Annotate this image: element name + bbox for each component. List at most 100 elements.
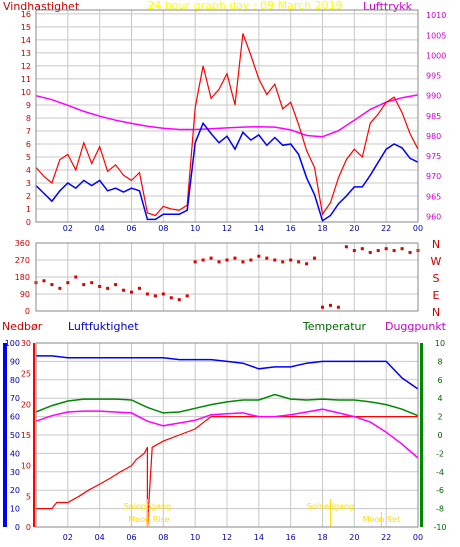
direction-point — [137, 286, 141, 290]
wind-gust-line — [35, 33, 419, 217]
x-tick: 02 — [63, 533, 73, 542]
temperature-y-tick: -10 — [433, 523, 446, 532]
humidity-y-tick: 20 — [10, 486, 20, 495]
direction-point — [313, 256, 317, 260]
direction-y-tick: 0 — [25, 307, 30, 316]
rain-accumulation-line — [36, 416, 418, 528]
direction-point — [249, 258, 253, 262]
pressure-y-tick: 975 — [426, 152, 441, 161]
direction-y-tick: 270 — [15, 256, 30, 265]
x-tick: 00 — [413, 533, 423, 542]
x-tick: 12 — [222, 224, 232, 233]
temperature-y-tick: 10 — [435, 339, 445, 348]
direction-point — [114, 283, 118, 287]
sun-moon-annotation: Moon Rise — [128, 515, 169, 524]
x-tick: 22 — [381, 533, 391, 542]
dewpoint-label: Duggpunkt — [385, 320, 447, 333]
x-tick: 20 — [349, 224, 359, 233]
direction-y-tick: 90 — [20, 290, 30, 299]
pressure-y-tick: 970 — [426, 172, 441, 181]
direction-point — [185, 294, 189, 298]
wind-y-tick: 7 — [26, 127, 31, 136]
wind-y-tick: 4 — [26, 166, 31, 175]
wind-y-tick: 5 — [26, 153, 31, 162]
direction-point — [257, 254, 261, 258]
wind-y-tick: 3 — [26, 179, 31, 188]
direction-point — [98, 284, 102, 288]
rain-y-tick: 10 — [21, 462, 31, 471]
compass-label: W — [431, 255, 442, 268]
direction-point — [66, 281, 70, 285]
x-tick: 12 — [222, 533, 232, 542]
direction-y-tick: 360 — [15, 239, 30, 248]
direction-point — [193, 260, 197, 264]
temperature-y-tick: -6 — [436, 486, 444, 495]
humidity-y-tick: 40 — [10, 449, 20, 458]
rain-y-tick: 15 — [21, 431, 31, 440]
wind-y-tick: 2 — [26, 192, 31, 201]
rain-y-tick: 25 — [21, 370, 31, 379]
humidity-y-tick: 50 — [10, 431, 20, 440]
direction-point — [74, 275, 78, 279]
temperature-y-tick: 8 — [437, 357, 442, 366]
x-tick: 22 — [381, 224, 391, 233]
rain-panel-frame — [35, 342, 419, 528]
direction-point — [177, 298, 181, 302]
rain-y-tick: 5 — [26, 492, 31, 501]
humidity-y-tick: 80 — [10, 376, 20, 385]
wind-average-line — [35, 121, 419, 222]
wind-y-tick: 16 — [21, 10, 31, 19]
temperature-y-tick: 4 — [437, 394, 442, 403]
x-tick: 16 — [286, 224, 296, 233]
x-tick: 20 — [349, 533, 359, 542]
wind-panel-frame — [35, 9, 419, 223]
compass-label: N — [432, 238, 440, 251]
temperature-label: Temperatur — [302, 320, 367, 333]
pressure-y-tick: 990 — [426, 92, 441, 101]
x-tick: 02 — [63, 224, 73, 233]
temperature-line — [35, 393, 419, 417]
wind-y-tick: 14 — [21, 36, 31, 45]
x-tick: 08 — [158, 224, 168, 233]
wind-y-tick: 0 — [26, 218, 31, 227]
direction-point — [289, 258, 293, 262]
direction-point — [50, 283, 54, 287]
x-tick: 14 — [254, 533, 264, 542]
direction-point — [217, 260, 221, 264]
wind-y-tick: 12 — [21, 62, 31, 71]
rain-label: Nedbør — [2, 320, 43, 333]
wind-y-tick: 15 — [21, 23, 31, 32]
wind-y-tick: 9 — [26, 101, 31, 110]
temperature-y-tick: 6 — [437, 376, 442, 385]
pressure-y-tick: 1000 — [426, 51, 446, 60]
humidity-axis-bar — [3, 343, 7, 527]
direction-point — [58, 286, 62, 290]
direction-point — [352, 249, 356, 253]
wind-y-tick: 13 — [21, 49, 31, 58]
x-tick: 14 — [254, 224, 264, 233]
temperature-y-tick: -2 — [436, 449, 444, 458]
humidity-y-tick: 0 — [15, 523, 20, 532]
compass-label: S — [433, 272, 440, 285]
direction-point — [130, 290, 133, 294]
direction-point — [281, 260, 285, 264]
direction-point — [122, 288, 126, 292]
wind-y-tick: 10 — [21, 88, 31, 97]
direction-point — [328, 303, 332, 307]
chart-title: 24 hour graph day : 09 March 2019 — [147, 0, 342, 12]
direction-point — [344, 245, 348, 249]
pressure-label: Lufttrykk — [363, 0, 413, 13]
direction-point — [161, 292, 165, 296]
x-tick: 00 — [413, 224, 423, 233]
compass-label: E — [433, 289, 440, 302]
rain-y-tick: 20 — [21, 400, 31, 409]
humidity-y-tick: 100 — [5, 339, 20, 348]
direction-point — [265, 256, 269, 260]
direction-point — [233, 256, 237, 260]
direction-point — [225, 258, 229, 262]
pressure-y-tick: 960 — [426, 212, 441, 221]
humidity-y-tick: 90 — [10, 357, 20, 366]
x-tick: 04 — [95, 224, 105, 233]
direction-point — [408, 250, 412, 254]
